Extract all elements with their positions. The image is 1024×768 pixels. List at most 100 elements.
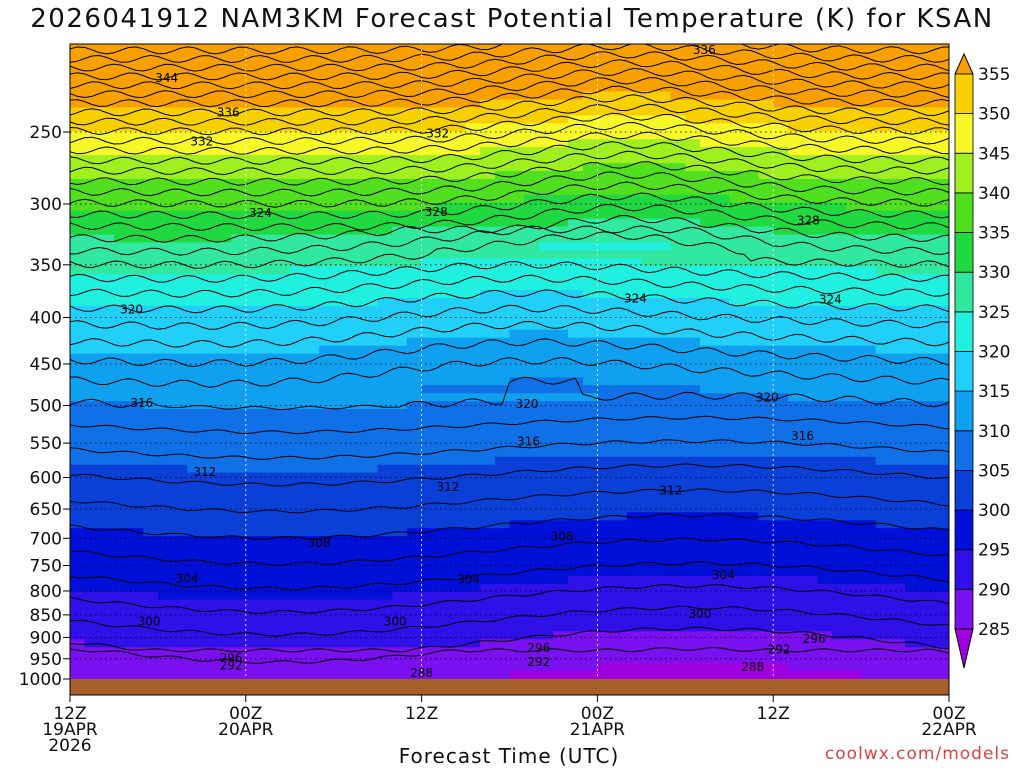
colorbar-label: 310 bbox=[978, 422, 1010, 442]
contour-line bbox=[70, 214, 949, 243]
contour-line bbox=[70, 161, 949, 186]
colorbar-segment bbox=[954, 351, 974, 392]
colorbar-segment bbox=[954, 509, 974, 551]
contour-label: 336 bbox=[217, 106, 240, 120]
colorbar-label: 320 bbox=[978, 343, 1010, 363]
colorbar-segment bbox=[954, 549, 974, 590]
y-tick-label: 450 bbox=[30, 355, 62, 375]
contour-line bbox=[70, 626, 949, 653]
contour-line bbox=[70, 261, 949, 283]
contour-label: 292 bbox=[220, 658, 243, 672]
y-tick-label: 550 bbox=[30, 434, 62, 454]
contour-line bbox=[70, 141, 949, 165]
contour-label: 296 bbox=[220, 651, 243, 665]
contour-label: 336 bbox=[693, 43, 716, 57]
contour-label: 304 bbox=[457, 572, 480, 586]
y-tick-label: 400 bbox=[30, 308, 62, 328]
y-tick-label: 300 bbox=[30, 195, 62, 215]
contour-label: 300 bbox=[384, 614, 407, 628]
colorbar-segment bbox=[954, 311, 974, 352]
colorbar-label: 330 bbox=[978, 263, 1010, 283]
colorbar: 285 290 295 300 305 310 315 320 325 330 335 340 345 3… bbox=[954, 52, 1010, 669]
gridlines bbox=[70, 44, 949, 679]
y-tick-label: 700 bbox=[30, 529, 62, 549]
contour-line bbox=[70, 44, 949, 64]
x-tick-label: 12Z bbox=[53, 704, 86, 724]
contour-line bbox=[70, 103, 949, 126]
colorbar-bottom-arrow bbox=[954, 628, 974, 669]
contour-label: 296 bbox=[803, 632, 826, 646]
y-tick-label: 600 bbox=[30, 468, 62, 488]
contour-line bbox=[70, 289, 949, 314]
colorbar-label: 285 bbox=[978, 620, 1010, 640]
contour-line bbox=[70, 121, 949, 145]
contour-label: 292 bbox=[527, 655, 550, 669]
contour-label: 308 bbox=[551, 530, 574, 544]
contour-label: 328 bbox=[797, 214, 820, 228]
terrain-strip bbox=[70, 679, 949, 695]
y-tick-label: 500 bbox=[30, 397, 62, 417]
contour-line bbox=[70, 584, 949, 614]
contour-line bbox=[70, 274, 949, 298]
y-tick-label: 350 bbox=[30, 256, 62, 276]
contour-label: 300 bbox=[138, 614, 161, 628]
colorbar-label: 345 bbox=[978, 144, 1010, 164]
contour-label: 312 bbox=[437, 480, 460, 494]
contour-label: 304 bbox=[712, 568, 735, 582]
colorbar-segment bbox=[954, 390, 974, 432]
x-tick-label: 21APR bbox=[570, 720, 626, 740]
contour-label: 324 bbox=[249, 206, 272, 220]
contour-label: 308 bbox=[308, 536, 331, 550]
x-tick-label: 19APR bbox=[42, 720, 98, 740]
contour-label: 292 bbox=[768, 643, 791, 657]
y-tick-label: 1000 bbox=[19, 670, 62, 690]
y-tick-label: 950 bbox=[30, 650, 62, 670]
contour-line bbox=[70, 150, 949, 176]
x-tick-label: 00Z bbox=[932, 704, 965, 724]
colorbar-label: 350 bbox=[978, 105, 1010, 125]
colorbar-label: 335 bbox=[978, 224, 1010, 244]
contour-label: 324 bbox=[819, 292, 842, 306]
contour-label: 320 bbox=[756, 391, 779, 405]
colorbar-label: 325 bbox=[978, 303, 1010, 323]
colorbar-label: 300 bbox=[978, 501, 1010, 521]
colorbar-label: 295 bbox=[978, 541, 1010, 561]
contour-line bbox=[70, 192, 949, 220]
colorbar-label: 305 bbox=[978, 461, 1010, 481]
plot-area bbox=[70, 44, 949, 679]
contour-line bbox=[70, 85, 949, 108]
colorbar-segment bbox=[954, 271, 974, 313]
contour-line bbox=[70, 415, 949, 435]
contour-line bbox=[70, 77, 949, 99]
contour-label: 316 bbox=[517, 435, 540, 449]
y-tick-label: 250 bbox=[30, 123, 62, 143]
y-tick-label: 850 bbox=[30, 606, 62, 626]
x-axis-title: Forecast Time (UTC) bbox=[398, 744, 620, 768]
contour-line bbox=[70, 112, 949, 136]
contour-line bbox=[70, 59, 949, 81]
contour-line bbox=[70, 51, 949, 72]
contour-line bbox=[70, 376, 949, 411]
contour-line bbox=[70, 320, 949, 348]
contour-line bbox=[70, 439, 949, 460]
colorbar-segment bbox=[954, 469, 974, 511]
colorbar-segment bbox=[954, 430, 974, 471]
contour-line bbox=[70, 356, 949, 388]
contour-line bbox=[70, 203, 949, 232]
contour-line bbox=[70, 488, 949, 514]
colorbar-top-arrow bbox=[954, 52, 974, 75]
contour-label: 312 bbox=[659, 483, 682, 497]
contour-line bbox=[70, 231, 949, 269]
contour-label: 288 bbox=[741, 660, 764, 674]
contour-label: 312 bbox=[193, 465, 216, 479]
x-tick-label: 12Z bbox=[757, 704, 790, 724]
contour-line bbox=[70, 561, 949, 591]
contour-label: 328 bbox=[425, 205, 448, 219]
x-tick-label: 22APR bbox=[921, 720, 977, 740]
colorbar-label: 355 bbox=[978, 65, 1010, 85]
colorbar-segment bbox=[954, 113, 974, 154]
x-tick-label: 00Z bbox=[581, 704, 614, 724]
contour-line bbox=[70, 67, 949, 90]
